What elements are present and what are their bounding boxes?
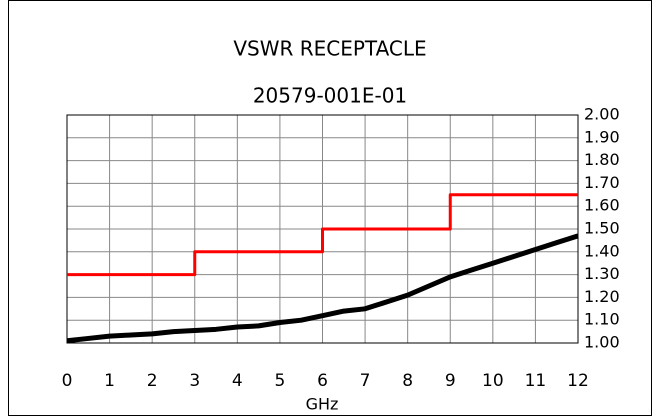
- y-tick-label: 1.30: [584, 264, 620, 283]
- y-tick-label: 1.50: [584, 219, 620, 238]
- y-tick-label: 1.90: [584, 127, 620, 146]
- x-tick-label: 2: [147, 371, 158, 391]
- x-tick-label: 1: [104, 371, 115, 391]
- y-tick-label: 1.80: [584, 150, 620, 169]
- x-tick-label: 7: [360, 371, 371, 391]
- x-tick-label: 10: [482, 371, 504, 391]
- y-tick-label: 1.20: [584, 287, 620, 306]
- chart-title: VSWR RECEPTACLE: [233, 37, 426, 61]
- y-tick-label: 2.00: [584, 105, 620, 124]
- y-tick-label: 1.40: [584, 241, 620, 260]
- y-tick-label: 1.00: [584, 333, 620, 352]
- x-tick-label: 0: [62, 371, 73, 391]
- series-line: [67, 193, 578, 277]
- chart-subtitle: 20579-001E-01: [253, 84, 407, 108]
- plot-frame: [66, 114, 579, 344]
- x-tick-label: 5: [275, 371, 286, 391]
- x-axis-label: GHz: [306, 395, 339, 414]
- chart-border: [8, 0, 652, 416]
- x-tick-label: 3: [189, 371, 200, 391]
- y-tick-label: 1.70: [584, 173, 620, 192]
- x-tick-label: 6: [317, 371, 328, 391]
- x-tick-label: 12: [567, 371, 589, 391]
- y-tick-label: 1.60: [584, 196, 620, 215]
- x-tick-label: 4: [232, 371, 243, 391]
- y-tick-label: 1.10: [584, 310, 620, 329]
- x-tick-label: 9: [445, 371, 456, 391]
- x-tick-label: 8: [402, 371, 413, 391]
- series-line: [66, 233, 579, 344]
- x-tick-label: 11: [525, 371, 547, 391]
